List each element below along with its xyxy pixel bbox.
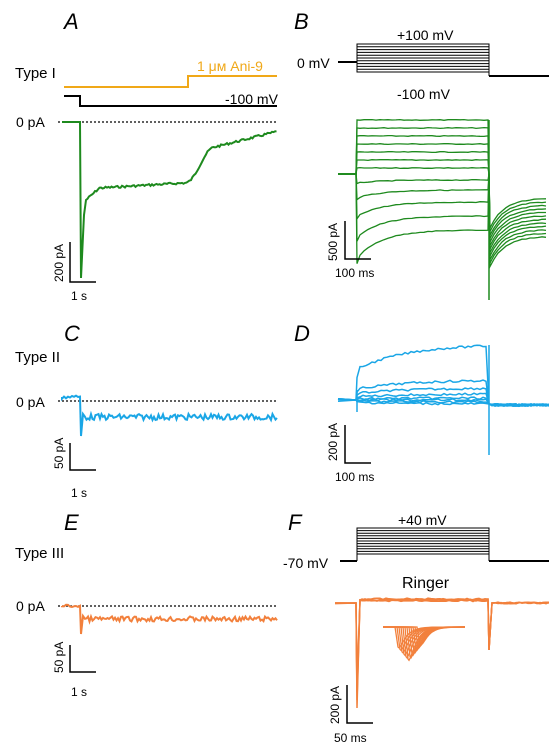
panel-label-c: C [64, 321, 80, 346]
scalebar-b-time: 100 ms [335, 266, 374, 280]
plus100-label: +100 mV [397, 27, 454, 43]
type3-current-trace [61, 603, 278, 635]
type2-step-currents [337, 344, 549, 455]
voltage-protocol-b [338, 43, 549, 77]
panel-label-a: A [62, 9, 79, 34]
voltage-step-a [64, 95, 277, 107]
plus40-label: +40 mV [398, 512, 447, 528]
panel-label-d: D [294, 321, 310, 346]
type2-current-trace [61, 394, 278, 437]
scalebar-f-current: 200 pA [328, 686, 342, 724]
zero-pa-label-a: 0 pA [16, 114, 45, 130]
type1-label: Type I [15, 65, 56, 82]
zero-pa-label-c: 0 pA [16, 394, 45, 410]
minus70-label: -70 mV [283, 555, 329, 571]
scalebar-e-current: 50 pA [52, 642, 66, 673]
type2-label: Type II [15, 349, 60, 366]
ringer-label: Ringer [402, 575, 450, 592]
scalebar-b [344, 221, 371, 260]
zero-mv-label: 0 mV [297, 55, 330, 71]
panel-label-e: E [64, 510, 79, 535]
panel-label-b: B [294, 9, 309, 34]
scalebar-e-time: 1 s [71, 685, 87, 699]
type1-step-currents [338, 118, 547, 300]
scalebar-b-current: 500 pA [326, 223, 340, 261]
type3-step-currents [334, 597, 549, 709]
scalebar-a [69, 242, 96, 283]
minus100-label-b: -100 mV [397, 86, 451, 102]
scalebar-a-time: 1 s [71, 289, 87, 303]
scalebar-f-time: 50 ms [334, 731, 367, 744]
voltage-protocol-f [340, 527, 549, 562]
scalebar-c-time: 1 s [71, 486, 87, 500]
panel-label-f: F [288, 510, 303, 535]
scalebar-d-current: 200 pA [326, 423, 340, 461]
scalebar-c [69, 443, 96, 471]
scalebar-d [344, 425, 371, 464]
drug-label: 1 μм Ani-9 [197, 58, 263, 74]
drug-application-trace [64, 75, 277, 88]
scalebar-d-time: 100 ms [335, 470, 374, 484]
type3-label: Type III [15, 545, 64, 562]
scalebar-f [346, 685, 373, 724]
minus100-label-a: -100 mV [225, 91, 279, 107]
scalebar-c-current: 50 pA [52, 438, 66, 469]
scalebar-e [69, 645, 96, 673]
type1-current-trace [62, 121, 277, 279]
zero-pa-label-e: 0 pA [16, 598, 45, 614]
scalebar-a-current: 200 pA [52, 244, 66, 282]
